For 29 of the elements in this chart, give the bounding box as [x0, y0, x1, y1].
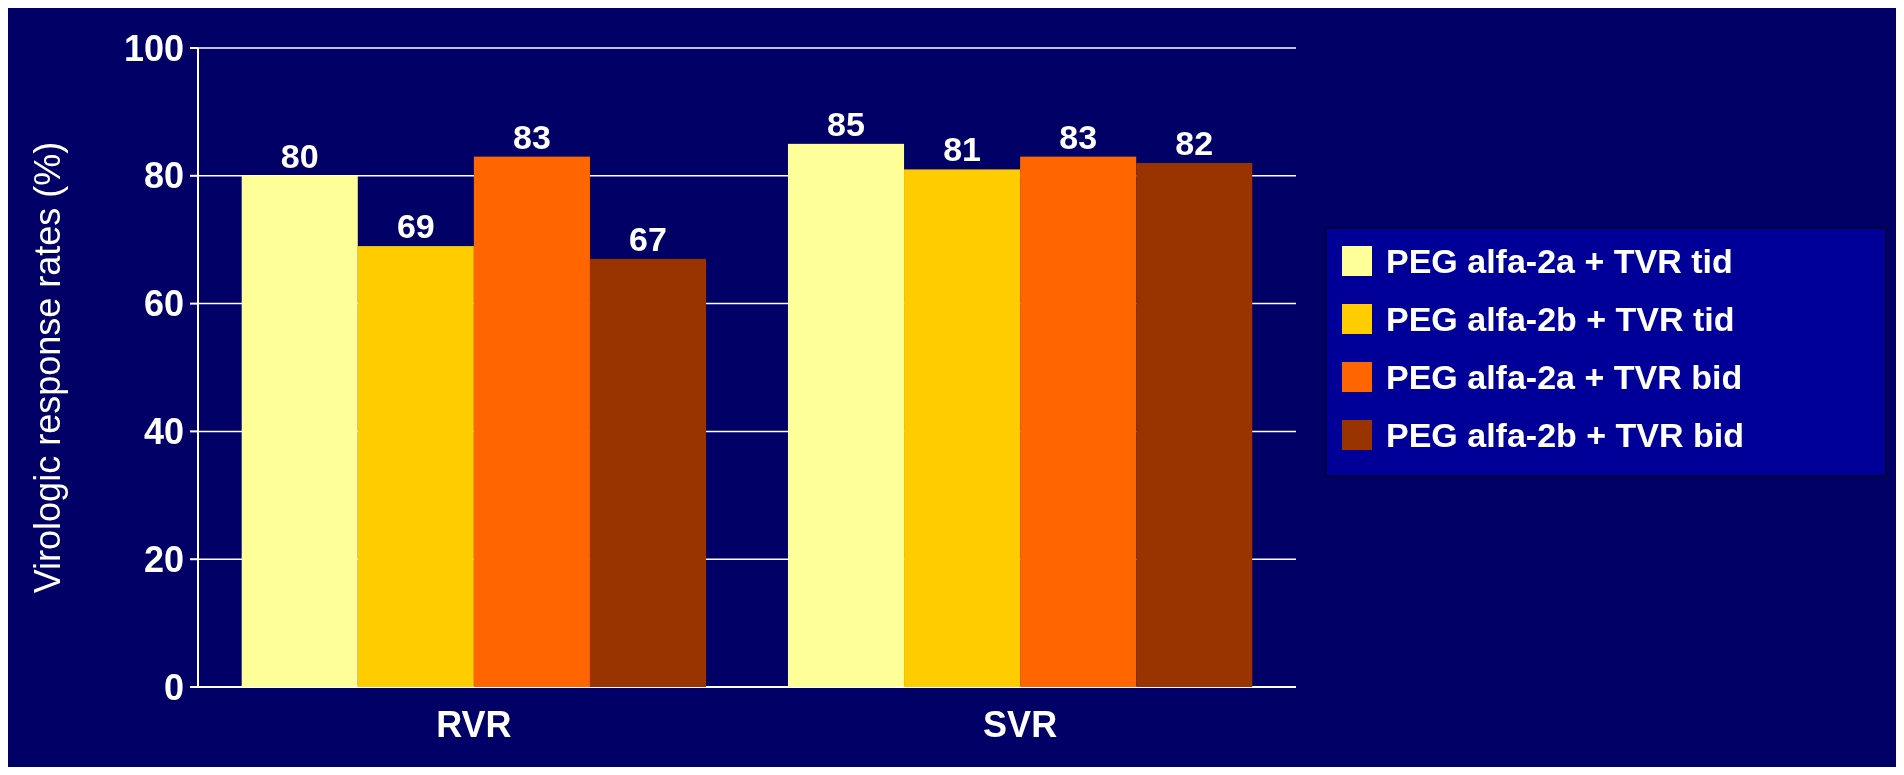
bar	[904, 169, 1021, 687]
y-tick-label: 80	[143, 155, 184, 197]
data-label: 85	[827, 104, 865, 143]
legend-label: PEG alfa-2b + TVR bid	[1386, 415, 1745, 454]
data-label: 81	[943, 130, 982, 169]
bar	[1020, 156, 1137, 687]
data-label: 69	[396, 207, 435, 246]
bar	[787, 143, 905, 687]
data-label: 82	[1175, 124, 1214, 163]
bar	[473, 156, 590, 687]
data-label: 80	[280, 136, 319, 175]
x-tick-label: RVR	[436, 704, 512, 745]
bar	[357, 246, 474, 687]
data-label: 67	[629, 219, 667, 258]
legend-label: PEG alfa-2a + TVR tid	[1386, 241, 1733, 280]
y-tick-label: 0	[163, 666, 184, 708]
bar	[1136, 163, 1253, 687]
data-label: 83	[512, 117, 551, 156]
y-tick-label: 20	[143, 538, 184, 580]
y-tick-label: 40	[143, 411, 184, 452]
legend-label: PEG alfa-2b + TVR tid	[1386, 299, 1735, 338]
x-tick-label: SVR	[983, 704, 1058, 745]
data-label: 83	[1059, 117, 1098, 156]
y-axis-title: Virologic response rates (%)	[27, 141, 68, 594]
legend-label: PEG alfa-2a + TVR bid	[1386, 357, 1743, 396]
y-tick-label: 60	[143, 283, 184, 325]
bar	[589, 258, 707, 687]
y-tick-label: 100	[123, 27, 184, 69]
bar	[241, 175, 358, 687]
